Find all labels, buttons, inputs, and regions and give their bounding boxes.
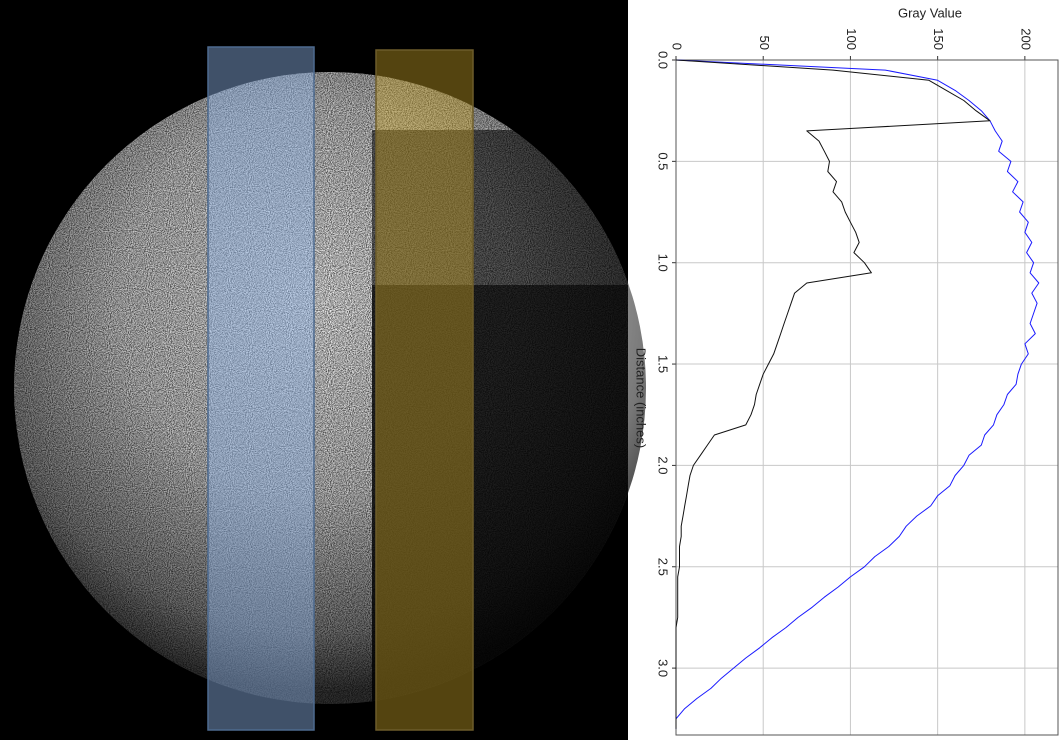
x-tick-label: 3.0 <box>656 659 671 677</box>
y-tick-label: 200 <box>1018 28 1033 50</box>
x-tick-label: 1.0 <box>656 254 671 272</box>
x-axis-label: Distance (inches) <box>634 348 649 448</box>
series-line <box>675 59 1040 729</box>
y-tick-label: 150 <box>931 28 946 50</box>
plot-frame <box>675 59 1059 736</box>
y-tick-label: 50 <box>757 36 772 50</box>
y-tick-label: 100 <box>844 28 859 50</box>
x-tick-label: 0.0 <box>656 51 671 69</box>
x-tick-label: 2.0 <box>656 456 671 474</box>
blue-roi <box>207 46 315 731</box>
yellow-roi <box>375 49 474 731</box>
x-tick-label: 0.5 <box>656 152 671 170</box>
y-axis-label: Gray Value <box>898 5 962 20</box>
x-tick-label: 1.5 <box>656 355 671 373</box>
micrograph <box>0 0 646 740</box>
x-tick-label: 2.5 <box>656 558 671 576</box>
series-line <box>675 59 991 729</box>
y-tick-label: 0 <box>670 43 685 50</box>
plot-area: 0 50 100 150 200 0.0 0.5 1.0 1.5 2.0 2.5 3.0 <box>656 28 1059 736</box>
plot-background <box>676 60 1058 735</box>
